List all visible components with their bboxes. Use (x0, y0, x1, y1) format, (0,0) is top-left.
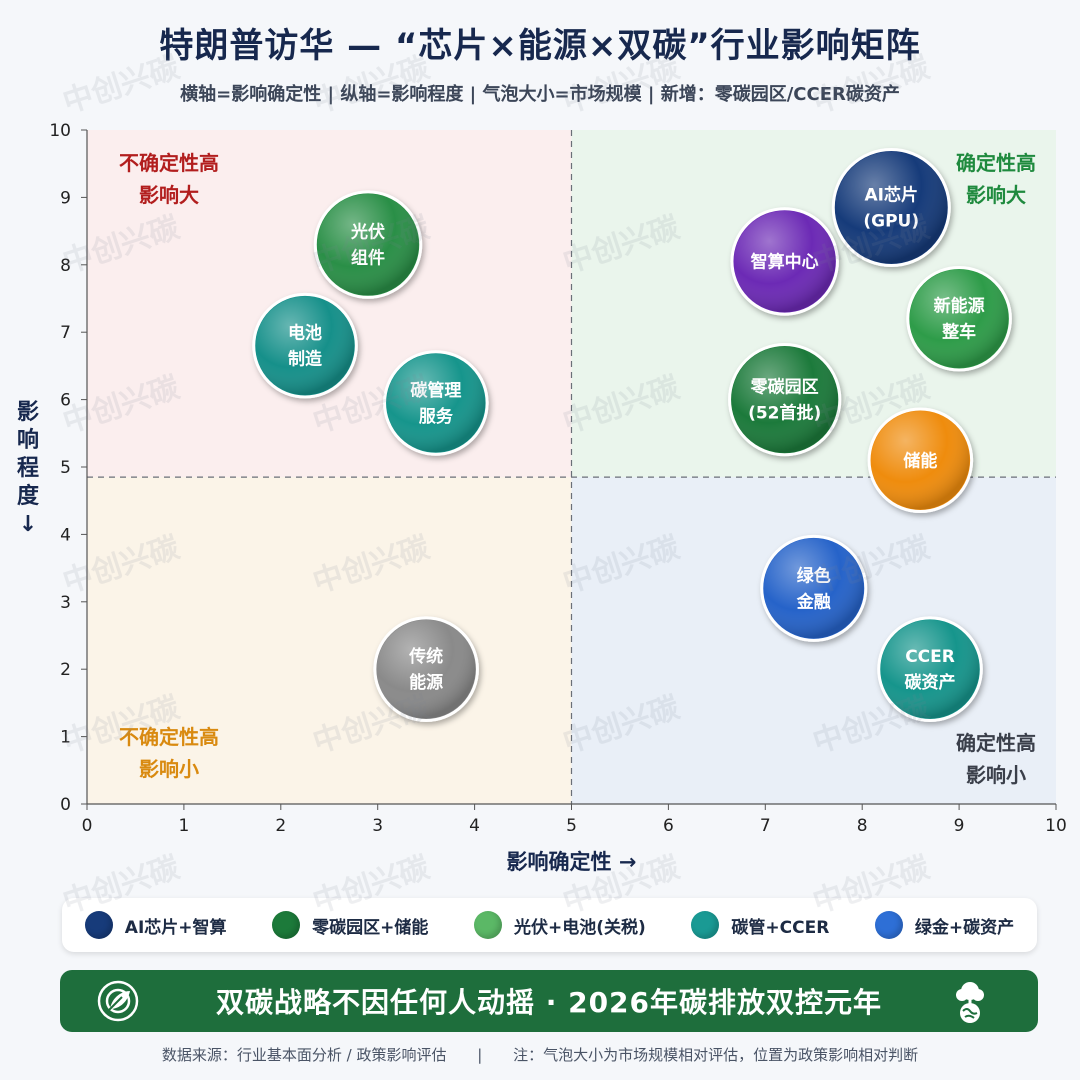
footer-separator: | (477, 1046, 483, 1064)
bubble-shine (255, 296, 355, 395)
y-tick-label: 4 (60, 525, 71, 545)
y-tick-label: 5 (60, 458, 71, 478)
legend-swatch (272, 911, 301, 939)
quadrant-label: 不确定性高影响大 (119, 151, 219, 207)
bubble-shine (835, 151, 948, 264)
banner-text: 双碳战略不因任何人动摇 · 2026年碳排放双控元年 (215, 986, 883, 1019)
bubble-label: 光伏组件 (350, 222, 385, 269)
legend-item: AI芯片+智算 (84, 911, 227, 939)
bubble-label: 新能源整车 (934, 296, 985, 343)
slogan-banner: 双碳战略不因任何人动摇 · 2026年碳排放双控元年 (60, 970, 1038, 1032)
x-tick-label: 8 (857, 816, 868, 836)
bubble-shine (731, 346, 838, 453)
legend-item: 绿金+碳资产 (874, 911, 1015, 939)
y-tick-label: 9 (60, 188, 71, 208)
bubble-shine (909, 269, 1009, 368)
legend-item: 光伏+电池(关税) (474, 911, 646, 939)
legend-label: AI芯片+智算 (124, 917, 227, 938)
legend-item: 碳管+CCER (691, 911, 829, 939)
quadrant-label: 不确定性高影响小 (119, 725, 219, 781)
y-tick-label: 8 (60, 256, 71, 276)
y-tick-label: 3 (60, 593, 71, 613)
y-tick-label: 1 (60, 728, 71, 748)
legend-label: 碳管+CCER (731, 917, 830, 938)
bubble-label: AI芯片(GPU) (863, 185, 919, 232)
bubble-shine (317, 193, 419, 296)
x-tick-label: 7 (760, 816, 771, 836)
y-tick-label: 2 (60, 660, 71, 680)
legend-swatch (84, 911, 113, 939)
bubble-shine (386, 353, 486, 453)
x-tick-label: 3 (372, 816, 383, 836)
legend-swatch (691, 911, 720, 939)
legend-label: 光伏+电池(关税) (514, 917, 646, 938)
bubble: 储能 (867, 407, 974, 514)
legend-item: 零碳园区+储能 (272, 911, 428, 939)
bubble-shine (880, 619, 980, 719)
bubble: 传统能源 (373, 616, 479, 722)
quadrant-background (87, 477, 572, 804)
bubble-label: 传统能源 (408, 646, 443, 693)
bubble-label: 储能 (903, 450, 937, 471)
chart-container: 0 1 2 3 4 5 6 7 8 9 10 0 1 2 3 4 5 6 7 8 9 10 影响确定性 → 影响程度↓ 不确定性… (0, 110, 1080, 890)
x-axis-label: 影响确定性 → (507, 850, 637, 874)
bubble-shine (733, 210, 836, 313)
bubble-label: 绿色金融 (796, 565, 831, 612)
y-tick-label: 6 (60, 391, 71, 411)
bubble-shine (376, 619, 476, 719)
legend-label: 绿金+碳资产 (914, 917, 1015, 938)
x-tick-label: 9 (954, 816, 965, 836)
legend-swatch (474, 911, 502, 939)
bubble-label: CCER 碳资产 (905, 647, 956, 693)
y-tick-label: 0 (60, 795, 71, 815)
bubble-label: 零碳园区(52首批) (748, 377, 821, 424)
x-tick-label: 1 (178, 816, 189, 836)
bubble-shine (871, 410, 970, 510)
page-title: 特朗普访华 — “芯片×能源×双碳”行业影响矩阵 (159, 26, 921, 66)
bubble: 零碳园区(52首批) (728, 342, 842, 457)
page-subtitle: 横轴=影响确定性 | 纵轴=影响程度 | 气泡大小=市场规模 | 新增：零碳园区… (180, 84, 900, 105)
impact-matrix-chart: 0 1 2 3 4 5 6 7 8 9 10 0 1 2 3 4 5 6 7 8 9 10 影响确定性 → 影响程度↓ 不确定性… (17, 121, 1067, 874)
legend-swatch (874, 911, 903, 939)
bubble: CCER 碳资产 (877, 616, 983, 722)
y-tick-label: 7 (60, 323, 71, 343)
bubble: 电池制造 (252, 292, 358, 399)
legend-label: 零碳园区+储能 (312, 917, 429, 938)
y-axis-label: 影响程度↓ (17, 400, 40, 537)
bubble: 智算中心 (730, 207, 839, 316)
bubble: 光伏组件 (313, 190, 423, 299)
bubble-shine (763, 538, 864, 639)
x-tick-label: 0 (82, 816, 93, 836)
footer: 数据来源：行业基本面分析 / 政策影响评估 | 注：气泡大小为市场规模相对评估，… (0, 1044, 1080, 1065)
footer-note: 注：气泡大小为市场规模相对评估，位置为政策影响相对判断 (513, 1046, 919, 1064)
bubble-label: 智算中心 (751, 251, 819, 272)
footer-source: 数据来源：行业基本面分析 / 政策影响评估 (161, 1046, 447, 1064)
bubble: AI芯片(GPU) (831, 148, 951, 268)
x-tick-label: 10 (1045, 816, 1067, 836)
bubble: 新能源整车 (906, 265, 1012, 372)
bubble-label: 碳管理服务 (410, 380, 461, 427)
x-tick-label: 6 (663, 816, 674, 836)
bubble: 绿色金融 (760, 534, 868, 642)
legend: AI芯片+智算 零碳园区+储能 光伏+电池(关税) 碳管+CCER 绿金+碳资产 (62, 898, 1037, 952)
quadrant-label: 确定性高影响小 (956, 731, 1036, 787)
quadrant-label: 确定性高影响大 (956, 151, 1036, 207)
x-tick-label: 5 (566, 816, 577, 836)
bubble: 碳管理服务 (383, 350, 489, 456)
y-tick-label: 10 (49, 121, 71, 141)
tree-globe-icon (956, 982, 984, 1023)
target-leaf-icon (97, 980, 139, 1022)
x-tick-label: 2 (275, 816, 286, 836)
x-tick-label: 4 (469, 816, 480, 836)
bubble-label: 电池制造 (288, 323, 323, 370)
